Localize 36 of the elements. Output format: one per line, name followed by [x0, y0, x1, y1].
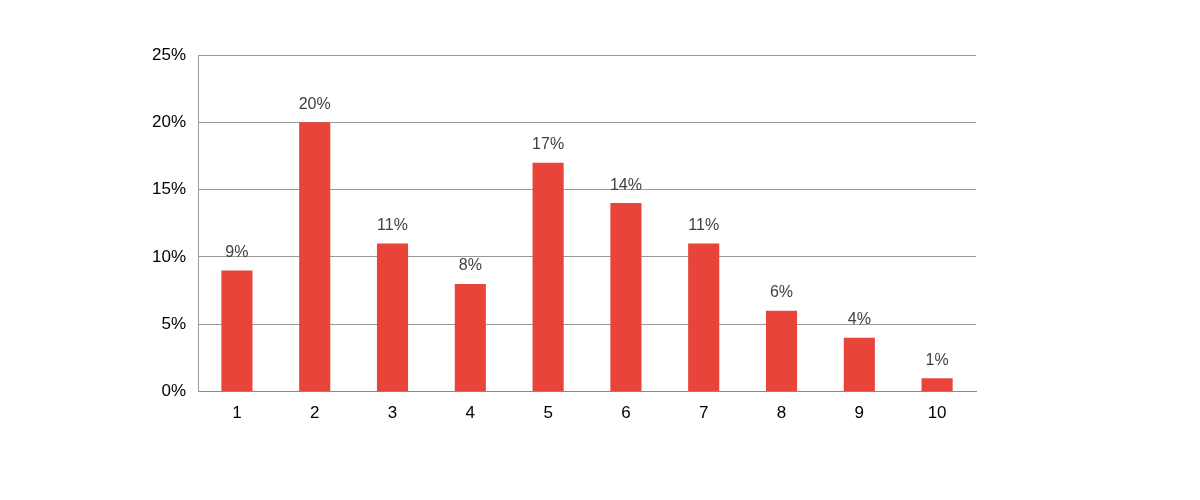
bar	[532, 162, 564, 392]
bar	[921, 378, 953, 392]
data-label: 17%	[532, 135, 565, 153]
data-label: 4%	[847, 310, 871, 328]
x-tick-label: 6	[621, 403, 631, 423]
y-tick-label: 5%	[161, 313, 187, 333]
data-label: 11%	[688, 215, 720, 233]
data-label: 9%	[225, 242, 249, 260]
x-tick-label: 3	[387, 403, 398, 423]
y-tick-label: 20%	[151, 112, 187, 132]
data-label: 14%	[609, 175, 642, 193]
bar	[610, 203, 642, 392]
bar	[765, 310, 798, 392]
data-label: 6%	[769, 283, 794, 301]
x-tick-label: 2	[309, 403, 320, 423]
y-tick-label: 15%	[151, 179, 187, 199]
y-tick-label: 25%	[151, 44, 187, 64]
bar	[843, 337, 875, 392]
bar	[221, 270, 253, 392]
bar	[454, 283, 486, 392]
data-label: 11%	[377, 215, 408, 233]
data-label: 1%	[925, 350, 949, 368]
x-tick-label: 7	[698, 403, 709, 423]
x-tick-label: 8	[776, 403, 787, 423]
bar	[299, 122, 331, 392]
y-tick-label: 0%	[161, 381, 187, 401]
x-tick-label: 10	[927, 403, 947, 423]
data-label: 8%	[458, 256, 482, 274]
data-label: 20%	[298, 94, 331, 112]
x-tick-label: 1	[232, 403, 242, 423]
y-tick-label: 10%	[151, 246, 187, 266]
x-tick-label: 4	[465, 403, 476, 423]
bar	[688, 243, 720, 392]
x-tick-label: 9	[854, 403, 865, 423]
bar	[376, 243, 409, 392]
x-tick-label: 5	[543, 403, 553, 423]
